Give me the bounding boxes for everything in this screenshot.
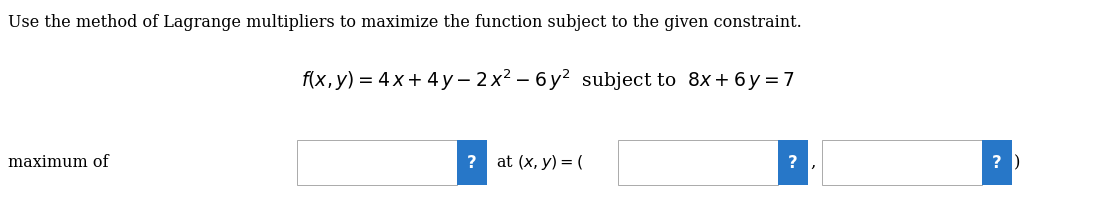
FancyBboxPatch shape (457, 140, 487, 185)
Text: ?: ? (788, 153, 798, 172)
FancyBboxPatch shape (297, 140, 457, 185)
Text: $f(x, y) = 4\,x + 4\,y - 2\,x^2 - 6\,y^2$  subject to  $8x + 6\,y = 7$: $f(x, y) = 4\,x + 4\,y - 2\,x^2 - 6\,y^2… (302, 68, 795, 93)
FancyBboxPatch shape (618, 140, 778, 185)
Text: Use the method of Lagrange multipliers to maximize the function subject to the g: Use the method of Lagrange multipliers t… (8, 14, 802, 31)
Text: maximum of: maximum of (8, 154, 109, 171)
FancyBboxPatch shape (778, 140, 808, 185)
Text: ): ) (1014, 154, 1020, 171)
Text: ?: ? (992, 153, 1002, 172)
Text: ?: ? (467, 153, 477, 172)
Text: at $(x, y) = ($: at $(x, y) = ($ (491, 153, 584, 172)
FancyBboxPatch shape (822, 140, 982, 185)
Text: ,: , (810, 154, 815, 171)
FancyBboxPatch shape (982, 140, 1013, 185)
